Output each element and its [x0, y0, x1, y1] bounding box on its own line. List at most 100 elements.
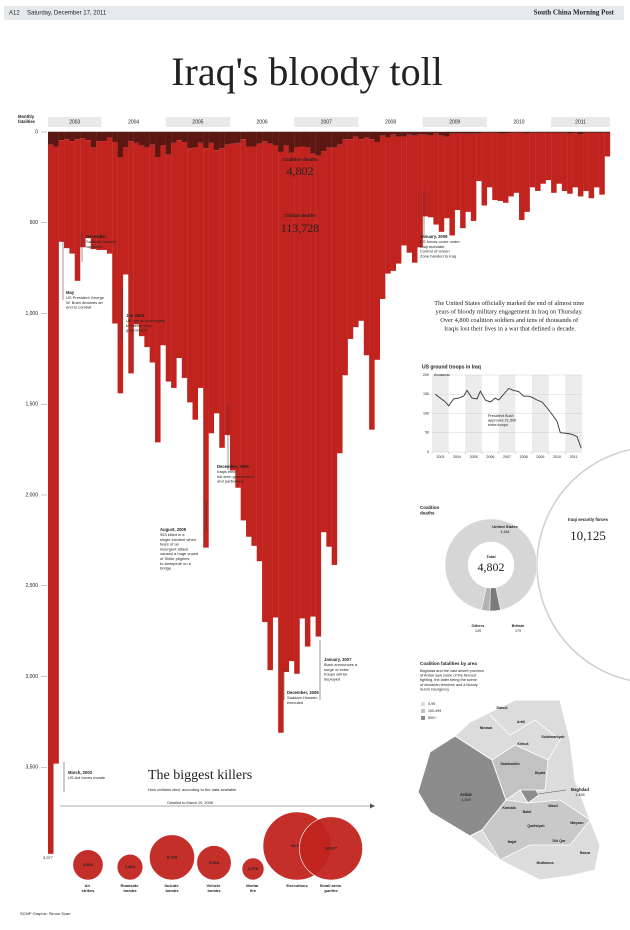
bar-segment [395, 132, 402, 137]
bar-segment [133, 132, 140, 143]
bar-segment [535, 132, 541, 191]
y-tick-label: 3,000 [25, 674, 38, 680]
bubble [149, 834, 195, 881]
bar-segment [476, 133, 482, 182]
legend-label: 500+ [428, 716, 436, 720]
year-band [422, 117, 487, 127]
bar-segment [556, 132, 562, 133]
bar-segment [90, 147, 97, 250]
bar-segment [171, 132, 177, 143]
bar-segment [101, 132, 108, 142]
bar-segment [551, 132, 557, 133]
bar-segment [454, 132, 461, 134]
bar-segment [155, 157, 161, 443]
x-tick-label: 2004 [453, 455, 461, 459]
donut-label: United States [492, 524, 518, 529]
bar-segment [481, 132, 488, 133]
bar-segment [219, 132, 225, 149]
bar-segment [304, 147, 311, 647]
annotation-text: 953 killed in a single incident when fea… [160, 532, 199, 571]
bar-segment [460, 132, 466, 134]
y-tick-label: 2,500 [25, 583, 38, 589]
date: Saturday, December 17, 2011 [27, 11, 107, 17]
bar-segment [256, 143, 263, 562]
year-label: 2007 [321, 119, 332, 125]
bar-segment [235, 132, 241, 143]
bar-segment [556, 132, 562, 184]
bar-segment [53, 146, 59, 764]
iraqi-name: Iraqi security forces [568, 517, 608, 522]
iraq-map [417, 699, 601, 881]
series-name: Coalition deaths [282, 157, 317, 162]
line-chart-title: US ground troops in Iraq [422, 364, 481, 370]
bar-segment [53, 132, 59, 147]
bar-segment [229, 132, 236, 144]
bar-segment [492, 132, 498, 133]
main-title: Iraq's bloody toll [171, 49, 443, 94]
bar-segment [251, 132, 257, 147]
bar-segment [358, 139, 364, 321]
bar-segment [294, 132, 300, 148]
bubbles-title: The biggest killers [148, 768, 252, 783]
donut-total-title: Total [486, 554, 495, 559]
y-tick-label: 200 [423, 373, 429, 377]
bubble-value: 2,070 [248, 866, 259, 871]
bar-segment [181, 132, 188, 142]
bar-segment [90, 132, 97, 148]
bubble-value: 16,977 [325, 846, 338, 851]
bar-segment [460, 133, 466, 229]
bar-segment [246, 132, 252, 147]
bar-segment [240, 139, 247, 521]
bar-segment [406, 132, 413, 135]
bar-segment [315, 155, 322, 637]
bar-segment [577, 134, 584, 197]
page-number: A12 [9, 11, 20, 17]
legend-label: 0-99 [428, 702, 435, 706]
bar-segment [197, 142, 204, 388]
year-label: 2003 [69, 119, 80, 125]
bar-segment [106, 132, 113, 138]
bar-segment [593, 132, 600, 188]
y-tick-label: 500 [30, 220, 39, 226]
bar-segment [353, 136, 359, 328]
bar-segment [192, 132, 199, 148]
bar-segment [492, 132, 498, 201]
credit: SCMP Graphic: Simon Scarr [20, 911, 71, 916]
bar-segment [155, 132, 161, 158]
bar-segment [192, 147, 199, 420]
year-band [486, 117, 552, 127]
region-value: 1,455 [575, 793, 585, 797]
bar-segment [433, 133, 439, 225]
x-tick-label: 2005 [470, 455, 478, 459]
bar-segment [545, 132, 552, 181]
donut-label: Others [472, 623, 486, 628]
bar-segment [369, 132, 375, 140]
region-name: Karbala [502, 806, 516, 810]
bar-segment [181, 141, 188, 378]
bar-segment [390, 134, 397, 271]
bubble-value: 8,708 [167, 854, 178, 859]
donut-segment [481, 587, 491, 612]
bar-segment [165, 154, 172, 382]
bubble-value: 2,824 [125, 864, 136, 869]
region-name: Muthanna [537, 861, 555, 865]
bar-segment [481, 132, 488, 206]
x-tick-label: 2011 [570, 455, 578, 459]
bar-segment [438, 135, 445, 232]
bar-segment [465, 133, 471, 212]
bar-segment [513, 132, 520, 193]
bar-segment [320, 132, 327, 152]
y-tick-label: 1,000 [25, 311, 38, 317]
annotation-text: US-led forces invade [68, 775, 106, 780]
y-tick-label: 3,500 [25, 765, 38, 771]
bubble-label: Mortar fire [246, 883, 260, 893]
bar-segment [572, 132, 579, 133]
region-name: Arbil [517, 720, 525, 724]
bar-segment [524, 133, 530, 212]
bar-segment [128, 132, 134, 142]
bar-segment [133, 142, 140, 325]
bar-segment [535, 132, 541, 133]
bar-segment [486, 132, 493, 188]
legend-swatch [421, 702, 425, 706]
